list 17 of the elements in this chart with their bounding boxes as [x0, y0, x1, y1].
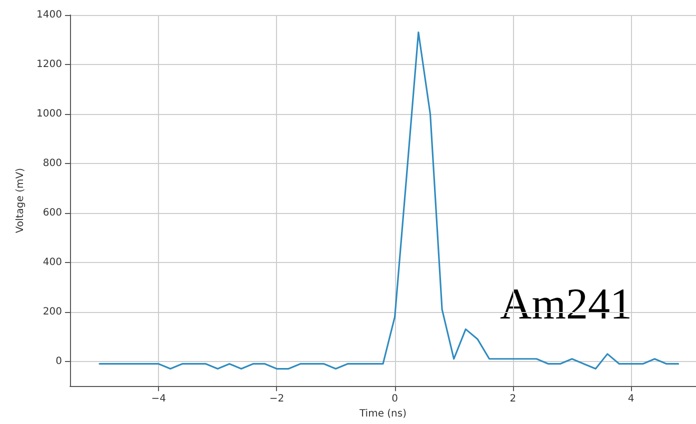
y-axis-title: Voltage (mV)	[15, 168, 26, 234]
x-tick-label: −2	[269, 394, 284, 405]
y-tick-label: 1000	[36, 108, 62, 120]
x-tick-label: −4	[151, 394, 166, 405]
y-tick-label: 1200	[36, 58, 62, 70]
line-series	[98, 32, 680, 370]
y-tick-label: 1400	[36, 10, 62, 20]
y-tick-label: 600	[42, 207, 62, 218]
x-tick-label: 2	[510, 394, 516, 405]
y-tick-label: 0	[56, 356, 62, 367]
y-tick-label: 400	[42, 256, 62, 268]
x-tick-label: 0	[392, 394, 398, 405]
x-tick-label: 4	[628, 394, 634, 405]
x-axis-title: Time (ns)	[358, 408, 407, 420]
y-tick-label: 800	[42, 158, 62, 169]
annotation: Am241	[500, 280, 632, 328]
y-tick-label: 200	[42, 306, 62, 318]
